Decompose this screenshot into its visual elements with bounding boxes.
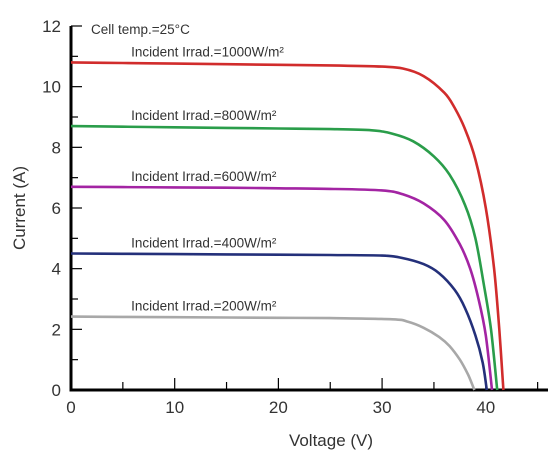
x-ticks: 0 10 20 30 40 (66, 378, 539, 417)
y-tick-label: 4 (52, 260, 61, 279)
cell-temp-annotation: Cell temp.=25°C (91, 22, 190, 37)
x-tick-label: 0 (66, 398, 75, 417)
series-label-4: Incident Irrad.=200W/m² (131, 299, 277, 314)
x-tick-label: 10 (165, 398, 184, 417)
x-tick-label: 40 (476, 398, 495, 417)
x-tick-label: 30 (373, 398, 392, 417)
series-label-3: Incident Irrad.=400W/m² (131, 236, 277, 251)
series-label-2: Incident Irrad.=600W/m² (131, 169, 277, 184)
x-tick-label: 20 (269, 398, 288, 417)
y-tick-label: 10 (42, 78, 61, 97)
series-label-0: Incident Irrad.=1000W/m² (131, 44, 284, 59)
y-tick-label: 2 (52, 320, 61, 339)
series-line-1 (70, 124, 499, 391)
y-tick-label: 8 (52, 138, 61, 157)
series-line-0 (70, 61, 505, 391)
y-tick-label: 6 (52, 199, 61, 218)
series-layer (70, 61, 505, 391)
y-tick-label: 12 (42, 17, 61, 36)
series-labels: Incident Irrad.=1000W/m² Incident Irrad.=… (131, 44, 284, 313)
y-tick-label: 0 (52, 381, 61, 400)
series-line-2 (70, 185, 494, 391)
series-line-4 (70, 315, 476, 391)
x-axis-title: Voltage (V) (289, 431, 373, 450)
y-ticks: 0 2 4 6 8 10 12 (42, 17, 82, 400)
series-label-1: Incident Irrad.=800W/m² (131, 108, 277, 123)
series-line-3 (70, 252, 489, 391)
y-axis-title: Current (A) (10, 166, 29, 250)
